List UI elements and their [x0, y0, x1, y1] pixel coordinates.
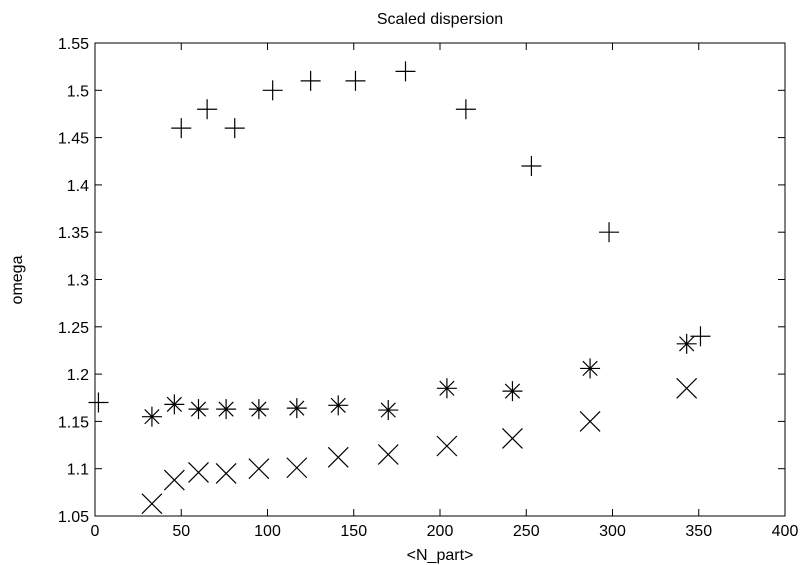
data-point-asterisk: [164, 394, 185, 415]
data-point-x: [377, 444, 399, 465]
x-tick-label: 300: [599, 523, 626, 540]
y-tick-label: 1.35: [58, 225, 89, 242]
data-point-plus: [171, 118, 192, 139]
data-point-plus: [197, 99, 218, 120]
y-tick-label: 1.4: [67, 178, 89, 195]
data-point-x: [502, 428, 523, 449]
data-point-plus: [224, 118, 245, 139]
y-tick-label: 1.5: [67, 83, 89, 100]
data-point-asterisk: [328, 395, 349, 416]
data-point-plus: [345, 70, 366, 91]
data-point-x: [286, 457, 308, 479]
x-tick-label: 350: [685, 523, 712, 540]
data-point-x: [327, 446, 349, 468]
x-tick-label: 150: [340, 523, 367, 540]
data-point-x: [141, 493, 163, 515]
data-point-x: [163, 469, 185, 491]
x-axis-ticks: 0 50 100 150 200 250 300 350 400: [91, 43, 799, 540]
plot-area: [94, 42, 786, 517]
x-tick-label: 0: [91, 523, 100, 540]
data-point-plus: [395, 61, 416, 82]
data-markers: [88, 61, 711, 515]
data-point-asterisk: [216, 399, 237, 420]
data-point-plus: [88, 392, 109, 413]
data-point-x: [188, 462, 209, 483]
data-point-asterisk: [436, 378, 457, 399]
data-point-asterisk: [248, 399, 269, 420]
data-point-asterisk: [188, 399, 209, 420]
y-tick-label: 1.55: [58, 36, 89, 53]
y-tick-label: 1.45: [58, 131, 89, 148]
data-point-plus: [262, 80, 283, 101]
data-point-x: [436, 435, 458, 457]
data-point-asterisk: [502, 381, 523, 402]
data-point-x: [676, 377, 698, 399]
x-tick-label: 100: [254, 523, 281, 540]
y-tick-label: 1.25: [58, 320, 89, 337]
y-axis-ticks: 1.05 1.1 1.15 1.2 1.25 1.3 1.35 1.4 1.45 1.5 1.55: [58, 36, 785, 526]
x-tick-label: 200: [427, 523, 454, 540]
y-tick-label: 1.3: [67, 273, 89, 290]
data-point-plus: [599, 222, 620, 243]
data-point-x: [248, 458, 270, 480]
data-point-plus: [521, 155, 542, 176]
data-point-x: [579, 410, 601, 432]
y-tick-label: 1.05: [58, 509, 89, 526]
x-axis-label: <N_part>: [407, 547, 474, 564]
data-point-asterisk: [378, 400, 399, 421]
data-point-asterisk: [676, 333, 697, 354]
data-point-plus: [690, 326, 711, 347]
data-point-asterisk: [580, 358, 601, 379]
chart-title: Scaled dispersion: [377, 11, 503, 28]
x-tick-label: 250: [513, 523, 540, 540]
y-tick-label: 1.15: [58, 414, 89, 431]
data-point-x: [215, 463, 237, 484]
data-point-plus: [455, 99, 476, 120]
x-tick-label: 50: [172, 523, 190, 540]
y-tick-label: 1.1: [67, 462, 89, 479]
data-point-asterisk: [141, 406, 162, 427]
data-point-asterisk: [286, 398, 307, 419]
y-axis-label: omega: [9, 255, 26, 304]
x-tick-label: 400: [772, 523, 799, 540]
y-tick-label: 1.2: [67, 367, 89, 384]
data-point-plus: [300, 70, 321, 91]
